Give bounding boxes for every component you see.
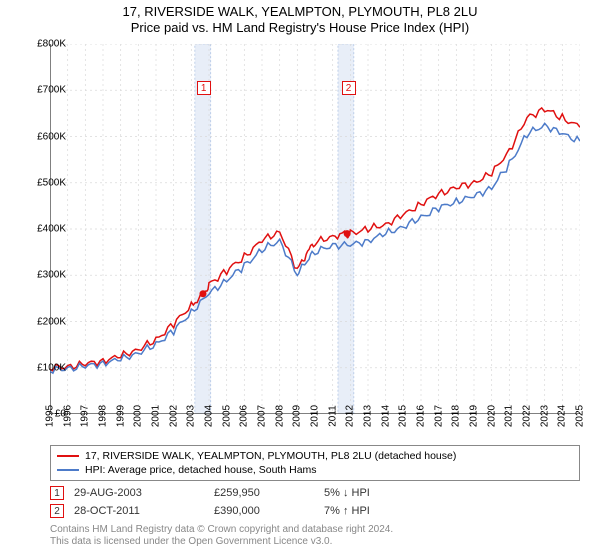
- sale-callout-icon: 1: [197, 81, 211, 95]
- legend-label: 17, RIVERSIDE WALK, YEALMPTON, PLYMOUTH,…: [85, 450, 456, 462]
- sales-row: 1 29-AUG-2003 £259,950 5% ↓ HPI: [50, 484, 580, 502]
- x-tick-label: 2024: [557, 405, 568, 427]
- legend-swatch: [57, 469, 79, 471]
- x-tick-label: 1997: [80, 405, 91, 427]
- x-tick-label: 2017: [433, 405, 444, 427]
- x-tick-label: 2005: [221, 405, 232, 427]
- y-tick-label: £800K: [37, 39, 66, 50]
- y-tick-label: £600K: [37, 131, 66, 142]
- x-tick-label: 2011: [327, 405, 338, 427]
- x-tick-label: 2009: [292, 405, 303, 427]
- x-tick-label: 2021: [504, 405, 515, 427]
- x-tick-label: 2022: [522, 405, 533, 427]
- x-tick-label: 2006: [239, 405, 250, 427]
- legend-item: 17, RIVERSIDE WALK, YEALMPTON, PLYMOUTH,…: [57, 449, 573, 463]
- legend: 17, RIVERSIDE WALK, YEALMPTON, PLYMOUTH,…: [50, 445, 580, 481]
- legend-item: HPI: Average price, detached house, Sout…: [57, 463, 573, 477]
- sale-callout-icon: 2: [342, 81, 356, 95]
- x-tick-label: 2008: [274, 405, 285, 427]
- sale-delta: 5% ↓ HPI: [324, 487, 424, 499]
- line-chart: [50, 44, 580, 414]
- x-tick-label: 2012: [345, 405, 356, 427]
- x-tick-label: 2016: [416, 405, 427, 427]
- x-tick-label: 2010: [310, 405, 321, 427]
- x-tick-label: 2007: [257, 405, 268, 427]
- x-tick-label: 2015: [398, 405, 409, 427]
- x-tick-label: 2025: [575, 405, 586, 427]
- sale-price: £259,950: [214, 487, 314, 499]
- legend-label: HPI: Average price, detached house, Sout…: [85, 464, 317, 476]
- y-tick-label: £300K: [37, 270, 66, 281]
- x-tick-label: 2023: [539, 405, 550, 427]
- footer-line: This data is licensed under the Open Gov…: [50, 536, 580, 548]
- x-tick-label: 2001: [151, 405, 162, 427]
- sale-price: £390,000: [214, 505, 314, 517]
- x-tick-label: 2000: [133, 405, 144, 427]
- y-tick-label: £700K: [37, 85, 66, 96]
- sale-date: 28-OCT-2011: [74, 505, 204, 517]
- title-subtitle: Price paid vs. HM Land Registry's House …: [0, 20, 600, 35]
- x-tick-label: 1998: [98, 405, 109, 427]
- y-tick-label: £100K: [37, 362, 66, 373]
- x-tick-label: 2018: [451, 405, 462, 427]
- x-tick-label: 2019: [469, 405, 480, 427]
- y-tick-label: £400K: [37, 224, 66, 235]
- x-tick-label: 2004: [204, 405, 215, 427]
- title-block: 17, RIVERSIDE WALK, YEALMPTON, PLYMOUTH,…: [0, 0, 600, 35]
- x-tick-label: 2013: [363, 405, 374, 427]
- x-tick-label: 2002: [168, 405, 179, 427]
- x-tick-label: 2020: [486, 405, 497, 427]
- y-tick-label: £200K: [37, 316, 66, 327]
- sales-row: 2 28-OCT-2011 £390,000 7% ↑ HPI: [50, 502, 580, 520]
- x-tick-label: 1995: [45, 405, 56, 427]
- x-tick-label: 2003: [186, 405, 197, 427]
- x-tick-label: 2014: [380, 405, 391, 427]
- sale-marker-icon: 1: [50, 486, 64, 500]
- footer-attribution: Contains HM Land Registry data © Crown c…: [50, 524, 580, 548]
- y-tick-label: £500K: [37, 177, 66, 188]
- sales-table: 1 29-AUG-2003 £259,950 5% ↓ HPI 2 28-OCT…: [50, 484, 580, 520]
- legend-swatch: [57, 455, 79, 457]
- x-tick-label: 1996: [62, 405, 73, 427]
- title-address: 17, RIVERSIDE WALK, YEALMPTON, PLYMOUTH,…: [0, 4, 600, 19]
- footer-line: Contains HM Land Registry data © Crown c…: [50, 524, 580, 536]
- sale-delta: 7% ↑ HPI: [324, 505, 424, 517]
- sale-marker-icon: 2: [50, 504, 64, 518]
- sale-date: 29-AUG-2003: [74, 487, 204, 499]
- x-tick-label: 1999: [115, 405, 126, 427]
- chart-container: 17, RIVERSIDE WALK, YEALMPTON, PLYMOUTH,…: [0, 0, 600, 560]
